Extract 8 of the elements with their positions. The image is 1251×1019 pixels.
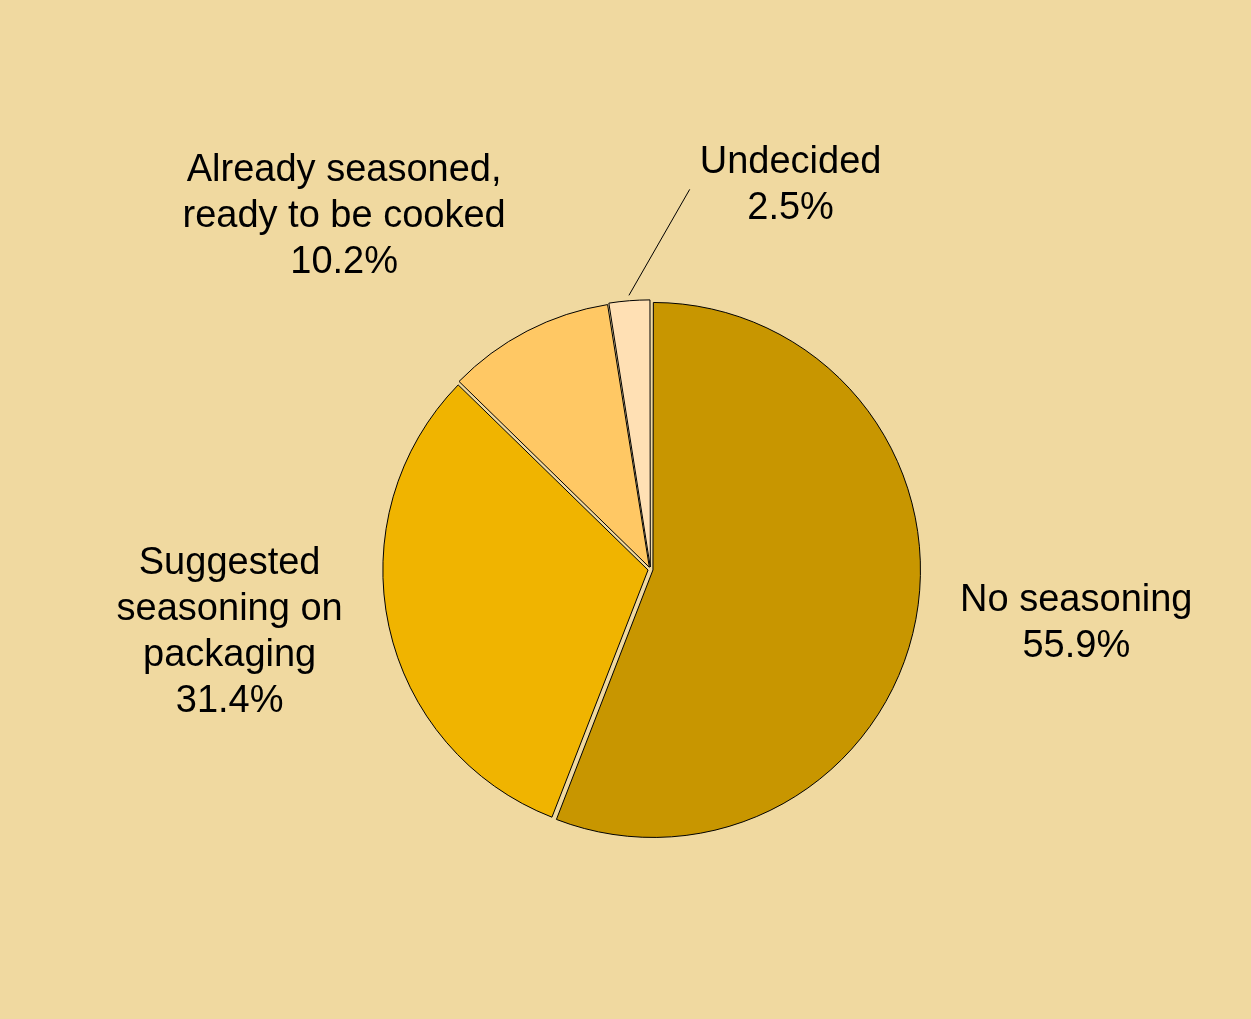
data-label: 31.4% xyxy=(175,677,284,720)
slice-label: Already seasoned, ready to be cooked xyxy=(182,147,506,236)
data-label: 55.9% xyxy=(1022,623,1131,666)
data-label: 2.5% xyxy=(747,184,834,227)
slice-label: No seasoning xyxy=(960,577,1193,620)
data-label: 10.2% xyxy=(290,239,398,282)
slice-label: Suggested seasoning on packaging xyxy=(116,539,343,674)
slice-label: Undecided xyxy=(699,138,882,181)
